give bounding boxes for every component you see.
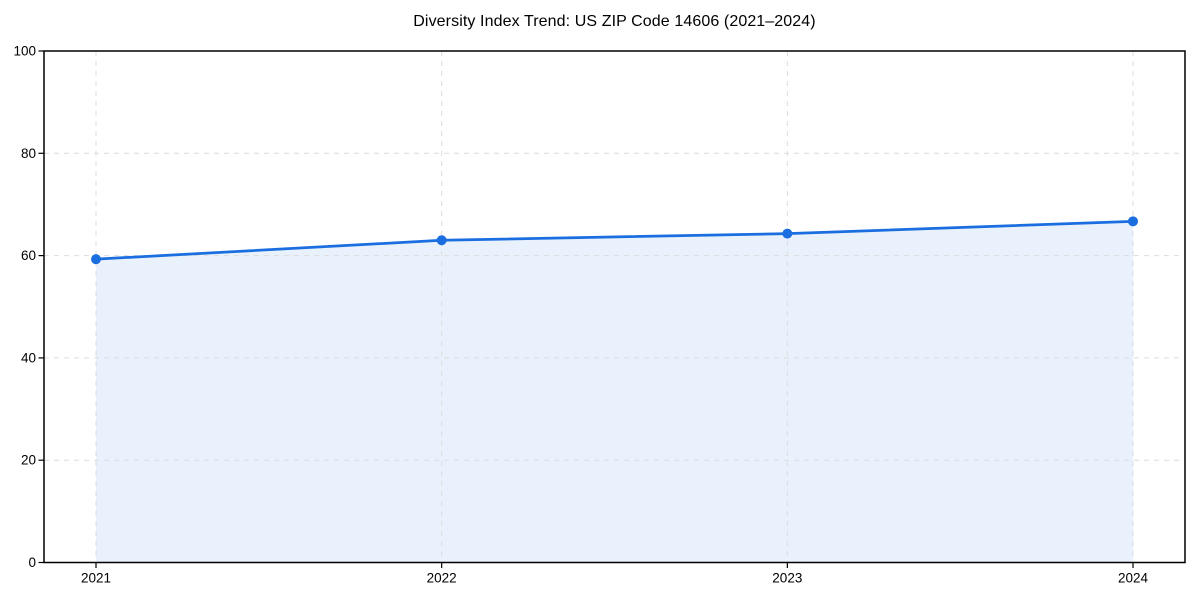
area-fill (96, 221, 1133, 563)
y-tick-label-40: 40 (21, 350, 36, 365)
x-tick-label-2021: 2021 (81, 571, 111, 586)
y-tick-label-100: 100 (13, 44, 36, 59)
data-point-2021 (91, 254, 101, 265)
y-tick-label-20: 20 (21, 453, 36, 468)
y-tick-label-60: 60 (21, 248, 36, 263)
data-point-2022 (436, 235, 447, 246)
trend-line (94, 219, 1135, 261)
axes-spines (43, 50, 1186, 564)
x-tick-label-2023: 2023 (772, 571, 802, 586)
data-point-2023 (782, 228, 793, 239)
data-point-2024 (1128, 216, 1138, 227)
y-tick-label-80: 80 (21, 146, 36, 161)
chart-title: Diversity Index Trend: US ZIP Code 14606… (413, 13, 816, 30)
x-tick-label-2024: 2024 (1118, 571, 1149, 586)
x-tick-label-2022: 2022 (427, 571, 457, 586)
y-tick-label-0: 0 (28, 555, 36, 570)
